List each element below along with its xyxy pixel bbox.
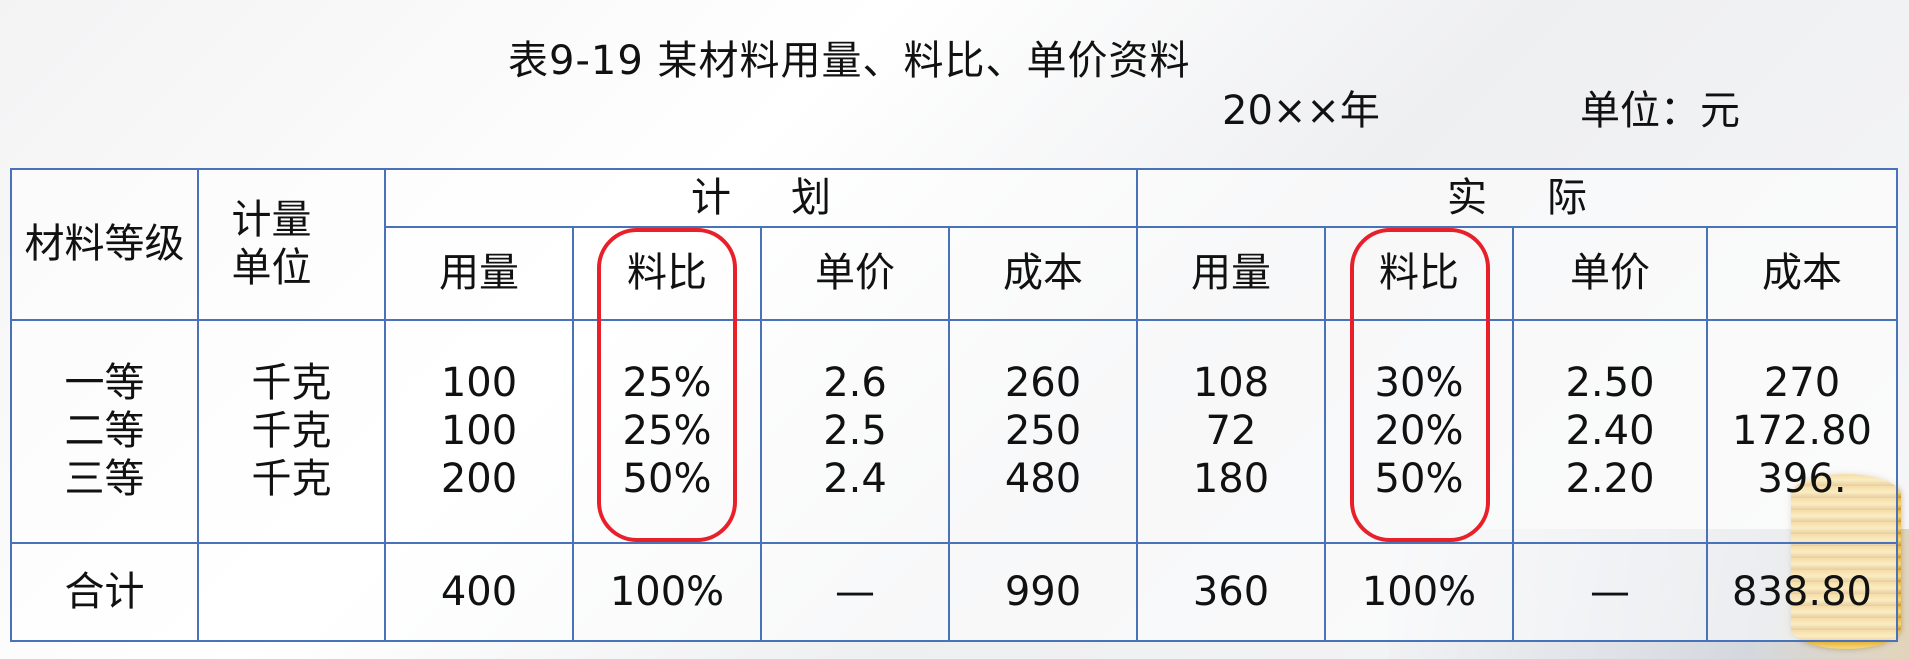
plan-cost-value: 260 bbox=[1004, 360, 1082, 407]
plan-ratio-cell: 25% 25% 50% bbox=[572, 318, 762, 544]
act-qty-value: 72 bbox=[1205, 408, 1257, 455]
grade-value: 一等 bbox=[64, 360, 145, 407]
header-plan-qty: 用量 bbox=[384, 226, 574, 321]
grade-value: 三等 bbox=[64, 456, 145, 503]
act-qty-value: 108 bbox=[1192, 360, 1270, 407]
header-grade: 材料等级 bbox=[10, 168, 199, 321]
unit-value: 千克 bbox=[251, 456, 332, 503]
table-title: 表9-19 某材料用量、料比、单价资料 bbox=[508, 38, 1191, 84]
header-plan-price: 单价 bbox=[760, 226, 950, 321]
plan-qty-value: 200 bbox=[440, 456, 518, 503]
header-plan: 计划 bbox=[384, 167, 1138, 229]
total-plan-cost: 990 bbox=[948, 541, 1138, 643]
total-plan-qty: 400 bbox=[384, 541, 574, 643]
plan-price-cell: 2.6 2.5 2.4 bbox=[760, 318, 950, 544]
act-ratio-value: 20% bbox=[1374, 408, 1464, 455]
unit-cell: 千克 千克 千克 bbox=[197, 318, 386, 544]
header-act-ratio: 料比 bbox=[1324, 226, 1514, 321]
plan-ratio-value: 25% bbox=[622, 408, 712, 455]
header-row-sub: 用量 料比 单价 成本 用量 料比 单价 成本 bbox=[11, 226, 1898, 321]
material-table: 材料等级 计量单位 计划 实际 用量 料比 单价 成本 用量 料比 单价 成本 … bbox=[10, 167, 1898, 643]
act-cost-cell: 270 172.80 396. bbox=[1706, 318, 1898, 544]
act-cost-value: 172.80 bbox=[1732, 408, 1872, 455]
act-ratio-value: 50% bbox=[1374, 456, 1464, 503]
header-act-cost: 成本 bbox=[1706, 226, 1898, 321]
act-price-value: 2.40 bbox=[1565, 408, 1655, 455]
total-row: 合计 400 100% — 990 360 100% — 838.80 bbox=[10, 541, 1898, 643]
plan-price-value: 2.4 bbox=[823, 456, 887, 503]
plan-qty-value: 100 bbox=[440, 408, 518, 455]
plan-ratio-value: 50% bbox=[622, 456, 712, 503]
act-ratio-value: 30% bbox=[1374, 360, 1464, 407]
total-label: 合计 bbox=[10, 541, 199, 643]
act-cost-value: 270 bbox=[1763, 360, 1841, 407]
header-unit-text: 计量单位 bbox=[231, 197, 312, 292]
plan-qty-value: 100 bbox=[440, 360, 518, 407]
act-qty-cell: 108 72 180 bbox=[1136, 318, 1326, 544]
unit-value: 千克 bbox=[251, 360, 332, 407]
header-actual: 实际 bbox=[1136, 167, 1898, 229]
total-act-ratio: 100% bbox=[1324, 541, 1514, 643]
plan-price-value: 2.6 bbox=[823, 360, 887, 407]
unit-label: 单位：元 bbox=[1580, 88, 1740, 134]
header-act-qty: 用量 bbox=[1136, 226, 1326, 321]
grade-value: 二等 bbox=[64, 408, 145, 455]
plan-ratio-value: 25% bbox=[622, 360, 712, 407]
act-price-value: 2.20 bbox=[1565, 456, 1655, 503]
plan-cost-value: 480 bbox=[1004, 456, 1082, 503]
grade-cell: 一等 二等 三等 bbox=[10, 318, 199, 544]
act-price-cell: 2.50 2.40 2.20 bbox=[1512, 318, 1708, 544]
plan-cost-value: 250 bbox=[1004, 408, 1082, 455]
total-act-cost: 838.80 bbox=[1706, 541, 1898, 643]
act-cost-value: 396. bbox=[1757, 456, 1847, 503]
total-unit bbox=[197, 541, 386, 643]
header-plan-ratio: 料比 bbox=[572, 226, 762, 321]
total-plan-price: — bbox=[760, 541, 950, 643]
plan-price-value: 2.5 bbox=[823, 408, 887, 455]
header-act-price: 单价 bbox=[1512, 226, 1708, 321]
plan-cost-cell: 260 250 480 bbox=[948, 318, 1138, 544]
plan-qty-cell: 100 100 200 bbox=[384, 318, 574, 544]
period-label: 20××年 bbox=[1222, 88, 1380, 134]
total-act-qty: 360 bbox=[1136, 541, 1326, 643]
total-plan-ratio: 100% bbox=[572, 541, 762, 643]
header-unit: 计量单位 bbox=[197, 168, 386, 321]
act-ratio-cell: 30% 20% 50% bbox=[1324, 318, 1514, 544]
table-row: 一等 二等 三等 千克 千克 千克 100 100 200 25% 25% 50… bbox=[10, 318, 1898, 544]
header-plan-cost: 成本 bbox=[948, 226, 1138, 321]
header-row-top: 材料等级 计量单位 计划 实际 bbox=[10, 167, 1898, 321]
act-qty-value: 180 bbox=[1192, 456, 1270, 503]
act-price-value: 2.50 bbox=[1565, 360, 1655, 407]
unit-value: 千克 bbox=[251, 408, 332, 455]
total-act-price: — bbox=[1512, 541, 1708, 643]
